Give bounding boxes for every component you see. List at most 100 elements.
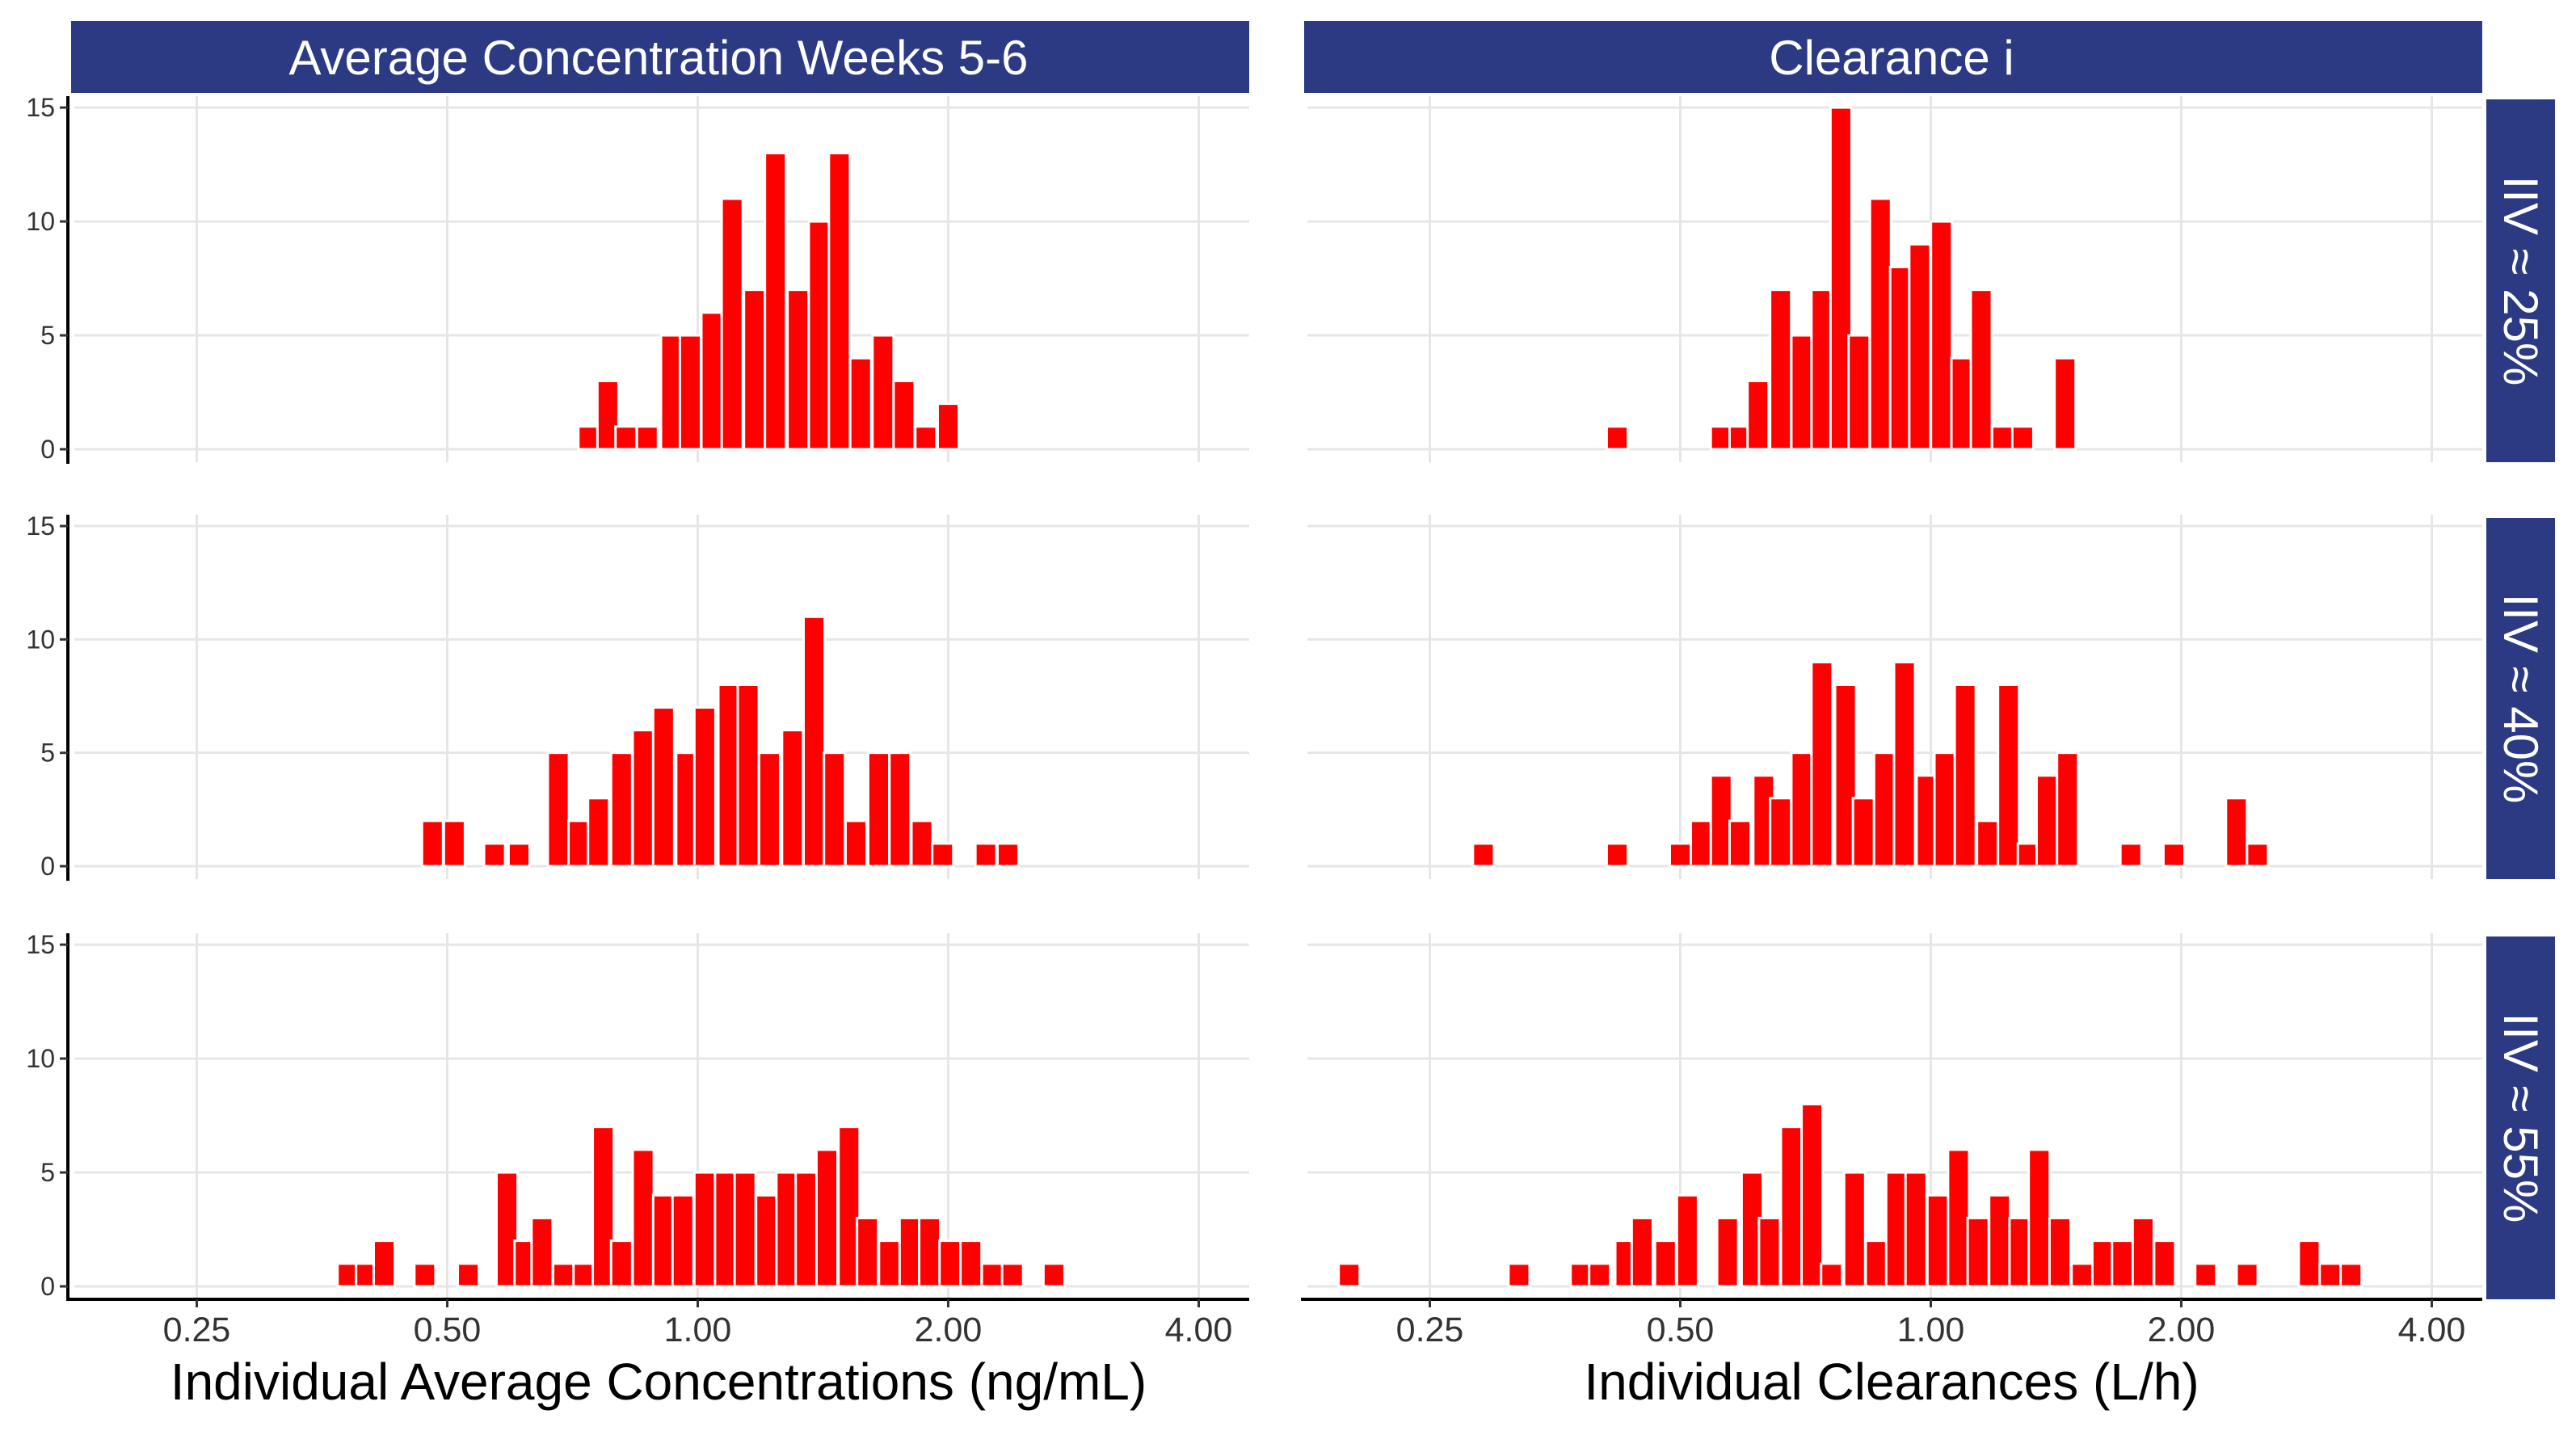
- histogram-bar: [2225, 797, 2249, 868]
- x-tick-label: 0.25: [1396, 1311, 1464, 1349]
- histogram-bar: [2339, 1262, 2363, 1288]
- histogram-bar: [635, 425, 659, 451]
- histogram-bar: [1990, 425, 2014, 451]
- histogram-bar: [2056, 751, 2080, 868]
- histogram-bar: [1769, 288, 1793, 451]
- histogram-bar: [2194, 1262, 2218, 1288]
- histogram-bar: [1507, 1262, 1531, 1288]
- y-tick-label: 5: [40, 739, 55, 768]
- histogram-bar: [1950, 356, 1974, 451]
- histogram-bar: [995, 842, 1021, 868]
- histogram-bar: [671, 1193, 695, 1288]
- histogram-bar: [1966, 1216, 1990, 1288]
- facet-column-strip: [1304, 21, 2482, 93]
- x-tick-label: 1.00: [1897, 1311, 1965, 1349]
- y-tick-label: 0: [40, 435, 55, 464]
- histogram-bar: [1810, 660, 1834, 868]
- histogram-bar: [651, 1193, 676, 1288]
- histogram-bar: [910, 819, 934, 868]
- y-tick-label: 10: [26, 207, 55, 236]
- histogram-bar: [743, 288, 767, 451]
- histogram-bar: [1864, 1239, 1888, 1288]
- x-axis-title: Individual Clearances (L/h): [1584, 1353, 2199, 1411]
- histogram-bar: [1715, 1216, 1740, 1288]
- histogram-bar: [631, 1148, 655, 1288]
- histogram-bar: [2153, 1239, 2177, 1288]
- histogram-bar: [2297, 1239, 2321, 1288]
- histogram-bar: [918, 1216, 942, 1288]
- histogram-bar: [856, 1216, 880, 1288]
- histogram-bar: [1820, 1262, 1844, 1288]
- panel-bars: [577, 151, 961, 451]
- histogram-bar: [892, 379, 916, 451]
- histogram-bar: [914, 425, 938, 451]
- histogram-bar: [373, 1239, 397, 1288]
- histogram-bar: [959, 1239, 983, 1288]
- histogram-bar: [1606, 842, 1630, 868]
- panel-bars: [336, 1126, 1066, 1288]
- histogram-bar: [1746, 379, 1770, 451]
- histogram-bar: [2235, 1262, 2259, 1288]
- histogram-bar: [827, 151, 852, 451]
- y-tick-label: 15: [26, 930, 55, 959]
- histogram-bar: [546, 751, 570, 868]
- histogram-bar: [692, 1171, 717, 1288]
- panel-bars: [1471, 660, 2270, 868]
- histogram-bar: [1908, 242, 1932, 451]
- histogram-bar: [567, 819, 591, 868]
- histogram-bar: [802, 615, 827, 868]
- histogram-bar: [651, 706, 676, 868]
- facet-column-label: Clearance i: [1769, 31, 2014, 85]
- x-tick-label: 1.00: [664, 1311, 732, 1349]
- histogram-bar: [1471, 842, 1496, 868]
- histogram-bar: [717, 683, 741, 868]
- histogram-bar: [1851, 797, 1875, 868]
- histogram-bar: [631, 729, 655, 868]
- histogram-bar: [2070, 1262, 2094, 1288]
- histogram-bar: [1709, 425, 1733, 451]
- histogram-bar: [2010, 425, 2035, 451]
- histogram-bar: [936, 402, 961, 451]
- histogram-bar: [1847, 334, 1871, 451]
- histogram-bar: [678, 334, 702, 451]
- histogram-bar: [1988, 1193, 2012, 1288]
- histogram-bar: [1000, 1262, 1025, 1288]
- histogram-bar: [700, 311, 724, 451]
- histogram-bar: [692, 706, 717, 868]
- x-tick-label: 2.00: [2148, 1311, 2216, 1349]
- histogram-bar: [2035, 774, 2060, 868]
- histogram-bar: [1976, 819, 2000, 868]
- histogram-bar: [2053, 356, 2077, 451]
- histogram-bar: [1997, 683, 2021, 868]
- x-tick-label: 0.25: [163, 1311, 231, 1349]
- x-tick-label: 4.00: [2398, 1311, 2466, 1349]
- panel-grid: [74, 933, 1249, 1299]
- histogram-bar: [2161, 842, 2186, 868]
- histogram-bar: [720, 197, 744, 451]
- histogram-bar: [2008, 1216, 2032, 1288]
- facet-row-label: IIV ≈ 25%: [2494, 176, 2548, 386]
- histogram-bar: [442, 819, 466, 868]
- y-tick-label: 0: [40, 852, 55, 881]
- histogram-bar: [2027, 1148, 2052, 1288]
- facet-column-label: Average Concentration Weeks 5-6: [289, 31, 1029, 85]
- histogram-bar: [1653, 1239, 1677, 1288]
- histogram-bar: [1606, 425, 1630, 451]
- y-tick-label: 5: [40, 321, 55, 350]
- histogram-bar: [1769, 797, 1793, 868]
- histogram-bar: [781, 729, 805, 868]
- histogram-bar: [938, 1239, 962, 1288]
- histogram-bar: [755, 1193, 779, 1288]
- facet-row-strip: [2486, 99, 2555, 462]
- histogram-bar: [1947, 1148, 1971, 1288]
- histogram-bar: [1042, 1262, 1066, 1288]
- histogram-bar: [888, 751, 912, 868]
- histogram-bar: [786, 288, 810, 451]
- histogram-bar: [2246, 842, 2270, 868]
- y-tick-label: 15: [26, 511, 55, 541]
- y-tick-label: 10: [26, 625, 55, 654]
- histogram-bar: [1969, 288, 1993, 451]
- histogram-bar: [807, 220, 831, 451]
- histogram-bar: [1588, 1262, 1612, 1288]
- histogram-bar: [814, 1148, 839, 1288]
